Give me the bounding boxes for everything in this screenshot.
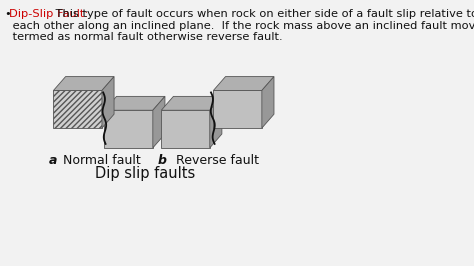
Polygon shape	[102, 77, 114, 128]
Polygon shape	[210, 96, 222, 148]
Polygon shape	[104, 96, 165, 110]
Text: Dip slip faults: Dip slip faults	[95, 166, 195, 181]
Text: This type of fault occurs when rock on either side of a fault slip relative to: This type of fault occurs when rock on e…	[52, 9, 474, 19]
Text: each other along an inclined plane.  If the rock mass above an inclined fault mo: each other along an inclined plane. If t…	[9, 21, 474, 31]
Text: •: •	[4, 9, 11, 19]
Polygon shape	[161, 96, 222, 110]
Text: a: a	[49, 154, 57, 167]
Polygon shape	[213, 90, 262, 128]
Text: b: b	[158, 154, 167, 167]
Polygon shape	[104, 110, 153, 148]
Text: Reverse fault: Reverse fault	[164, 154, 259, 167]
Polygon shape	[262, 77, 274, 128]
Text: termed as normal fault otherwise reverse fault.: termed as normal fault otherwise reverse…	[9, 32, 283, 42]
Polygon shape	[213, 77, 274, 90]
Polygon shape	[161, 110, 210, 148]
Polygon shape	[54, 77, 114, 90]
Text: Normal fault: Normal fault	[55, 154, 140, 167]
Polygon shape	[54, 90, 102, 128]
Text: Dip-Slip Fault:: Dip-Slip Fault:	[9, 9, 89, 19]
Polygon shape	[153, 96, 165, 148]
